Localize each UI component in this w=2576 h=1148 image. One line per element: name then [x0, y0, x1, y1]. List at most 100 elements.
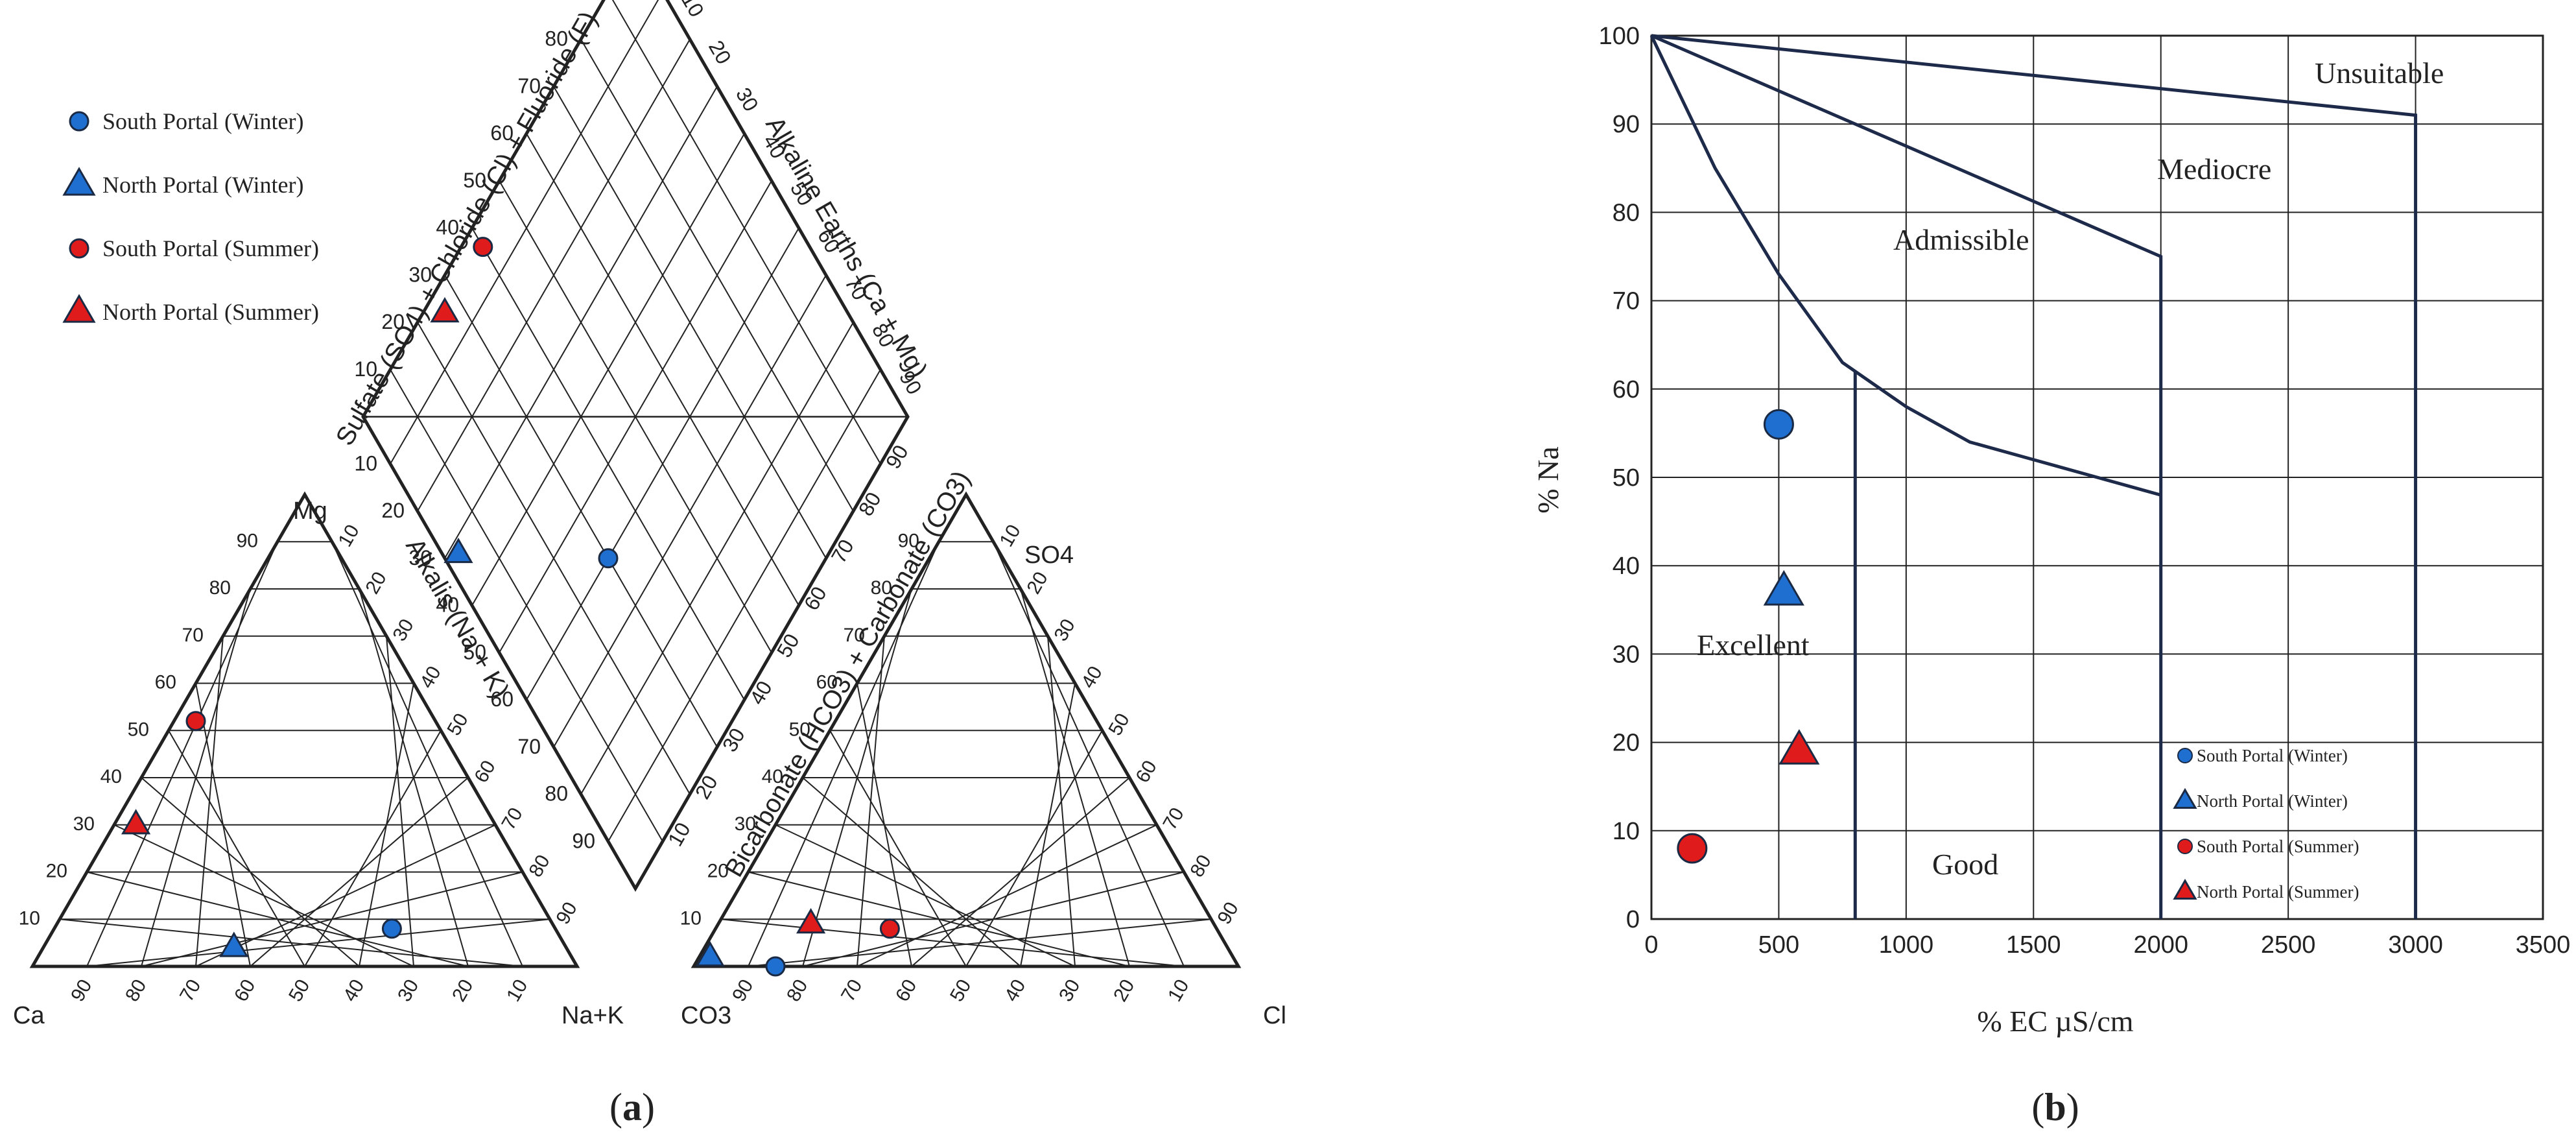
tick-label: 20: [691, 771, 722, 803]
anion-triangle-grid-line: [802, 777, 1021, 967]
tick-label: 80: [871, 577, 892, 599]
anion-triangle-grid-line: [1020, 588, 1130, 967]
tick-label: 20: [381, 310, 405, 333]
tick-label: 70: [182, 625, 204, 646]
tick-label: 30: [735, 813, 756, 835]
legend-label: South Portal (Winter): [2197, 746, 2348, 765]
tick-label: 50: [128, 719, 149, 740]
region-label-good: Good: [1932, 848, 1998, 881]
legend-label: North Portal (Winter): [2197, 791, 2348, 811]
legend-label: South Portal (Winter): [102, 108, 304, 134]
tick-label: 40: [100, 766, 122, 787]
piper-point: [796, 908, 826, 934]
tick-label: 40: [762, 766, 783, 787]
tick-label: 40: [436, 216, 459, 239]
region-label-mediocre: Mediocre: [2157, 152, 2271, 185]
legend-label: South Portal (Summer): [2197, 837, 2359, 856]
legend-marker: [69, 238, 89, 259]
tick-label: 30: [1055, 976, 1084, 1005]
x-axis-title: % EC µS/cm: [1977, 1005, 2133, 1038]
tick-label: 20: [448, 976, 477, 1005]
tick-label: 30: [408, 546, 432, 569]
wilcox-point: [1763, 409, 1794, 440]
tick-label: 50: [789, 719, 810, 740]
diamond-grid-line: [553, 274, 827, 748]
tick-label: 30: [1050, 616, 1079, 645]
corner-label-nak: Na+K: [561, 1002, 624, 1029]
tick-label: 70: [827, 535, 858, 567]
tick-label: 50: [772, 630, 804, 662]
legend-label: North Portal (Summer): [102, 299, 319, 325]
tick-label: 80: [783, 976, 812, 1005]
legend-label: North Portal (Summer): [2197, 882, 2359, 902]
tick-label: 10: [19, 907, 40, 929]
tick-label: 60: [816, 672, 838, 693]
piper-point: [185, 711, 206, 732]
anion-triangle-grid-line: [829, 730, 967, 967]
wilcox-tick-labels: 0 500 1000 1500 2000 2500 3000 3500 0 10 20 30 40 50 6…: [1599, 23, 2571, 959]
legend-marker: [2177, 748, 2193, 763]
diamond-grid-line: [553, 86, 827, 559]
tick-label: 10: [995, 521, 1024, 550]
tick-label: 40: [745, 677, 777, 709]
legend-label: South Portal (Summer): [102, 235, 319, 261]
tick-label: 60: [799, 582, 831, 614]
wilcox-points: [1677, 409, 1820, 864]
tick-label: 90: [1213, 898, 1242, 927]
tick-label: 60: [1131, 757, 1161, 786]
region-label-excellent: Excellent: [1697, 628, 1810, 662]
legend-marker: [2173, 878, 2197, 900]
legend-panel-a: South Portal (Winter) North Portal (Winte…: [62, 108, 319, 325]
legend-marker: [62, 294, 96, 323]
y-tick-label: 10: [1613, 818, 1640, 845]
piper-grid: [29, 0, 1242, 968]
y-tick-label: 70: [1613, 288, 1640, 315]
anion-triangle-grid-line: [1020, 683, 1076, 967]
wilcox-point: [1778, 729, 1820, 765]
panel-label-b: (b): [2031, 1086, 2079, 1129]
legend-marker: [69, 111, 89, 132]
wilcox-point: [1763, 569, 1804, 606]
wilcox-boundaries: [1649, 34, 2418, 919]
panel-label-a: (a): [609, 1086, 655, 1129]
tick-label: 40: [1077, 663, 1106, 692]
diamond-grid-line: [526, 133, 799, 606]
corner-label-co3: CO3: [681, 1002, 731, 1029]
tick-label: 70: [176, 976, 205, 1005]
x-tick-label: 500: [1758, 931, 1799, 959]
y-tick-label: 20: [1613, 730, 1640, 757]
tick-label: 10: [354, 357, 377, 381]
tick-label: 50: [285, 976, 314, 1005]
y-tick-label: 100: [1599, 23, 1640, 50]
tick-label: 70: [844, 625, 865, 646]
tick-label: 50: [946, 976, 975, 1005]
tick-label: 20: [361, 568, 390, 597]
tick-label: 20: [1109, 976, 1139, 1005]
x-tick-label: 1000: [1879, 931, 1934, 959]
anion-triangle-grid-line: [775, 824, 1076, 967]
tick-label: 30: [718, 724, 750, 756]
y-tick-label: 40: [1613, 553, 1640, 580]
cation-triangle-grid-line: [359, 588, 469, 967]
piper-point: [430, 297, 460, 323]
corner-label-mg: Mg: [293, 497, 327, 525]
piper-point: [443, 538, 473, 564]
legend-marker: [62, 167, 96, 196]
cation-triangle-grid-line: [331, 541, 523, 967]
y-tick-label: 60: [1613, 376, 1640, 403]
tick-label: 10: [354, 451, 377, 475]
tick-label: 90: [237, 530, 258, 551]
tick-label: 30: [394, 976, 423, 1005]
axis-title-alkaline-earths: Alkaline Earths (Ca + Mg): [760, 112, 933, 383]
corner-label-so4: SO4: [1024, 542, 1074, 569]
tick-label: 10: [334, 521, 363, 550]
y-axis-title: % Na: [1531, 446, 1565, 513]
piper-point: [695, 940, 725, 967]
tick-label: 50: [1104, 710, 1133, 739]
anion-triangle-grid-line: [965, 730, 1103, 967]
tick-label: 80: [525, 852, 554, 881]
cation-triangle-grid-line: [59, 918, 523, 967]
tick-label: 30: [731, 84, 763, 115]
diamond-grid-line: [580, 39, 854, 512]
tick-label: 60: [230, 976, 259, 1005]
